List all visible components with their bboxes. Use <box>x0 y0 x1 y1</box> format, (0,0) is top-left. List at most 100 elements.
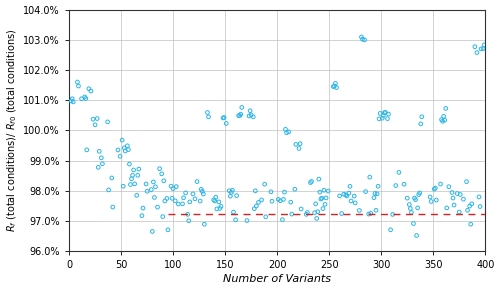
Point <box>320 188 328 193</box>
Point <box>476 204 484 209</box>
Point <box>254 200 262 205</box>
Point <box>274 197 282 202</box>
Point <box>343 194 351 198</box>
Point <box>184 212 192 217</box>
Point <box>148 229 156 234</box>
Point <box>82 96 90 101</box>
Point <box>118 138 126 142</box>
Point <box>196 199 204 203</box>
Point <box>252 188 260 193</box>
Point <box>312 216 320 221</box>
Point <box>182 191 190 195</box>
Point <box>120 146 128 150</box>
Point <box>314 209 322 214</box>
Point <box>371 191 379 196</box>
Point <box>160 178 168 183</box>
Point <box>436 182 444 186</box>
Point <box>232 193 240 198</box>
Point <box>445 184 453 189</box>
Point <box>70 99 78 104</box>
Point <box>376 111 384 116</box>
Point <box>395 170 403 175</box>
Point <box>350 194 358 198</box>
Point <box>406 206 414 211</box>
Point <box>342 193 350 197</box>
Point <box>126 182 134 187</box>
Point <box>322 195 330 200</box>
Point <box>296 141 304 146</box>
Point <box>330 84 338 89</box>
Point <box>382 110 390 115</box>
Point <box>340 192 348 197</box>
Point <box>477 47 485 51</box>
Point <box>360 38 368 42</box>
Point <box>346 184 354 189</box>
Point <box>116 154 124 159</box>
Point <box>246 108 254 113</box>
Point <box>158 171 166 176</box>
Point <box>460 197 468 202</box>
Point <box>403 196 411 200</box>
Point <box>317 197 325 201</box>
Point <box>426 195 434 199</box>
Point <box>310 210 318 215</box>
Point <box>85 86 93 91</box>
Point <box>238 105 246 110</box>
Point <box>400 182 408 186</box>
Point <box>410 221 418 226</box>
Point <box>268 199 276 204</box>
Point <box>308 179 316 184</box>
Point <box>130 168 138 172</box>
Point <box>249 115 257 119</box>
Point <box>200 222 208 226</box>
Point <box>358 35 366 39</box>
Point <box>236 113 244 118</box>
Point <box>291 187 299 192</box>
Point <box>456 192 464 197</box>
Point <box>211 199 219 203</box>
Point <box>178 202 186 206</box>
Point <box>388 212 396 217</box>
Point <box>130 182 138 186</box>
Point <box>126 162 134 166</box>
Point <box>321 202 329 207</box>
Point <box>406 202 413 207</box>
Point <box>74 80 82 84</box>
Point <box>380 110 388 115</box>
Point <box>232 218 239 222</box>
Point <box>440 118 448 122</box>
Point <box>212 195 220 200</box>
Point <box>292 142 300 147</box>
Point <box>169 186 177 191</box>
Point <box>471 44 479 49</box>
Point <box>219 116 227 120</box>
Point <box>180 195 188 200</box>
Point <box>138 213 146 218</box>
Point <box>332 81 340 86</box>
Y-axis label: $\it{R_f}$ (total conditions)/ $\it{R_{f0}}$ (total conditions): $\it{R_f}$ (total conditions)/ $\it{R_{f… <box>6 29 19 232</box>
Point <box>132 193 140 198</box>
Point <box>362 189 370 194</box>
Point <box>204 110 212 115</box>
Point <box>418 115 426 119</box>
Point <box>386 227 394 232</box>
Point <box>356 208 364 213</box>
Point <box>143 189 151 194</box>
Point <box>191 197 199 201</box>
Point <box>312 202 320 206</box>
Point <box>384 116 392 121</box>
Point <box>168 196 176 201</box>
Point <box>134 173 142 178</box>
Point <box>193 179 201 184</box>
Point <box>124 147 132 152</box>
Point <box>449 196 457 200</box>
Point <box>135 167 143 171</box>
Point <box>330 84 338 88</box>
Point <box>237 112 245 117</box>
Point <box>375 117 383 121</box>
Point <box>247 113 255 117</box>
Point <box>213 206 221 211</box>
Point <box>108 176 116 180</box>
Point <box>93 116 101 121</box>
Point <box>455 210 463 214</box>
